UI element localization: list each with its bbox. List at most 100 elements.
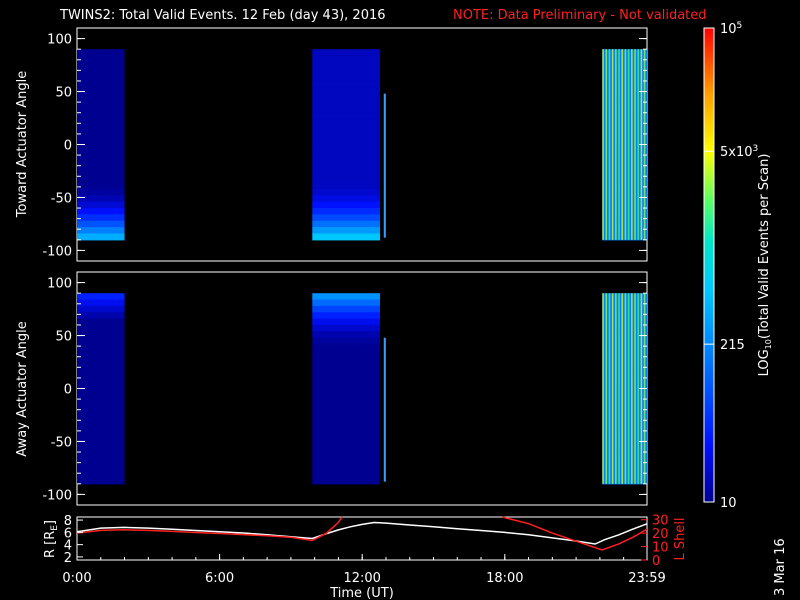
left-tick-label: 2 bbox=[64, 551, 72, 566]
heatmap-cell bbox=[77, 201, 125, 209]
heatmap-stripe bbox=[602, 293, 604, 484]
heatmap-stripe bbox=[611, 49, 614, 240]
heatmap-cell bbox=[312, 68, 381, 76]
away-actuator-panel: 100 50 0 -50 -100 Away Actuator Angle bbox=[15, 271, 648, 506]
heatmap-cell bbox=[77, 55, 125, 63]
y-tick-label: 100 bbox=[47, 33, 72, 48]
heatmap-stripe bbox=[627, 49, 630, 240]
y-tick-label: 100 bbox=[47, 277, 72, 292]
away-heatmap bbox=[77, 293, 647, 485]
heatmap-cell bbox=[312, 350, 381, 358]
heatmap-cell bbox=[312, 163, 381, 171]
heatmap-cell bbox=[77, 477, 125, 485]
heatmap-cell bbox=[312, 144, 381, 152]
heatmap-cell bbox=[77, 471, 125, 479]
heatmap-cell bbox=[312, 227, 381, 235]
heatmap-stripe bbox=[608, 49, 611, 240]
x-tick-label: 12:00 bbox=[343, 571, 380, 586]
heatmap-cell bbox=[312, 169, 381, 177]
heatmap-cell bbox=[312, 356, 381, 364]
heatmap-cell bbox=[312, 432, 381, 440]
heatmap-stripe bbox=[602, 49, 604, 240]
heatmap-stripe bbox=[605, 293, 608, 484]
x-tick-label: 6:00 bbox=[205, 571, 234, 586]
heatmap-cell bbox=[77, 182, 125, 190]
right-tick-label: 30 bbox=[652, 514, 669, 529]
heatmap-cell bbox=[312, 471, 381, 479]
heatmap-cell bbox=[312, 87, 381, 95]
colorbar-label: LOG10(Total Valid Events per Scan) bbox=[757, 154, 773, 377]
heatmap-cell bbox=[312, 93, 381, 101]
heatmap-stripe bbox=[615, 49, 617, 240]
heatmap-cell bbox=[77, 144, 125, 152]
heatmap-cell bbox=[312, 233, 381, 241]
heatmap-cell bbox=[77, 445, 125, 453]
heatmap-cell bbox=[77, 214, 125, 222]
y-tick-label: -100 bbox=[42, 488, 72, 503]
heatmap-cell bbox=[312, 439, 381, 447]
heatmap-cell bbox=[77, 195, 125, 203]
heatmap-cell bbox=[77, 299, 125, 307]
heatmap-cell bbox=[312, 420, 381, 428]
heatmap-cell bbox=[77, 208, 125, 215]
x-axis-label: Time (UT) bbox=[329, 586, 394, 600]
heatmap-cell bbox=[77, 363, 125, 371]
heatmap-cell bbox=[312, 344, 381, 351]
heatmap-cell bbox=[312, 305, 381, 313]
heatmap-cell bbox=[312, 331, 381, 339]
lshell-line bbox=[76, 516, 343, 542]
heatmap-cell bbox=[312, 176, 381, 184]
heatmap-cell bbox=[77, 163, 125, 171]
heatmap-cell bbox=[312, 201, 381, 209]
heatmap-segment bbox=[312, 49, 381, 241]
heatmap-stripe bbox=[634, 49, 636, 240]
heatmap-cell bbox=[312, 125, 381, 133]
heatmap-cell bbox=[312, 112, 381, 120]
heatmap-cell bbox=[312, 80, 381, 88]
heatmap-cell bbox=[77, 176, 125, 184]
heatmap-cell bbox=[312, 445, 381, 453]
heatmap-cell bbox=[77, 61, 125, 69]
preliminary-note: NOTE: Data Preliminary - Not validated bbox=[453, 8, 707, 23]
right-tick-label: 10 bbox=[652, 541, 669, 556]
heatmap-cell bbox=[77, 233, 125, 241]
heatmap-cell bbox=[77, 293, 125, 301]
radius-line bbox=[76, 521, 648, 545]
toward-heatmap bbox=[77, 49, 647, 241]
heatmap-cell bbox=[312, 49, 381, 57]
heatmap-cell bbox=[77, 125, 125, 133]
heatmap-cell bbox=[77, 74, 125, 82]
heatmap-cell bbox=[77, 344, 125, 351]
heatmap-cell bbox=[312, 452, 381, 459]
heatmap-cell bbox=[77, 382, 125, 390]
heatmap-cell bbox=[312, 382, 381, 390]
heatmap-cell bbox=[312, 299, 381, 307]
heatmap-cell bbox=[77, 356, 125, 364]
heatmap-cell bbox=[312, 363, 381, 371]
heatmap-segment bbox=[602, 49, 647, 241]
y-tick-label: 0 bbox=[64, 139, 72, 154]
colorbar: 105 5x103 215 10 LOG10(Total Valid Events p… bbox=[703, 21, 773, 511]
heatmap-stripe bbox=[637, 293, 640, 484]
heatmap-cell bbox=[77, 369, 125, 377]
heatmap-cell bbox=[312, 106, 381, 114]
heatmap-stripe bbox=[624, 293, 627, 484]
colorbar-ticks: 105 5x103 215 10 bbox=[704, 21, 758, 511]
heatmap-cell bbox=[312, 324, 381, 332]
heatmap-cell bbox=[77, 452, 125, 459]
heatmap-cell bbox=[77, 188, 125, 196]
heatmap-stripe bbox=[621, 49, 624, 240]
heatmap-cell bbox=[77, 312, 125, 320]
heatmap-stripe bbox=[618, 293, 620, 484]
colorbar-tick-label: 5x103 bbox=[720, 144, 758, 160]
heatmap-stripe bbox=[611, 293, 614, 484]
y-tick-label: 0 bbox=[64, 383, 72, 398]
away-y-ticks: 100 50 0 -50 -100 bbox=[42, 277, 647, 503]
heatmap-cell bbox=[77, 68, 125, 76]
heatmap-cell bbox=[312, 337, 381, 345]
heatmap-cell bbox=[312, 426, 381, 434]
heatmap-cell bbox=[312, 214, 381, 222]
heatmap-cell bbox=[77, 331, 125, 339]
heatmap-cell bbox=[77, 350, 125, 358]
